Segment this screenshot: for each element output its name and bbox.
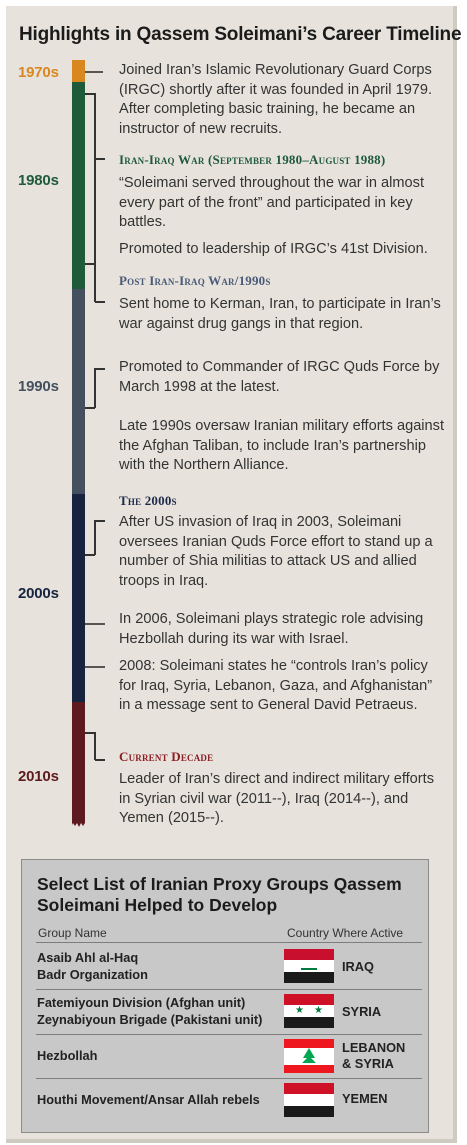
- group-name: Asaib Ahl al-Haq Badr Organization: [37, 949, 148, 983]
- bracket-iraq-war-bottom: [85, 263, 95, 265]
- group-name-line: Asaib Ahl al-Haq: [37, 950, 139, 965]
- syria-flag: ★ ★: [284, 994, 334, 1028]
- entry-iraq-2003: After US invasion of Iraq in 2003, Solei…: [119, 514, 433, 590]
- lebanon-flag: [284, 1039, 334, 1073]
- decade-label-1980s: 1980s: [18, 172, 59, 189]
- column-header-country: Country Where Active: [287, 926, 404, 940]
- country-label-line: LEBANON: [342, 1040, 406, 1055]
- heading-iran-iraq-war: Iran-Iraq War (September 1980–August 198…: [119, 152, 386, 167]
- row-divider: [36, 1034, 422, 1035]
- bracket-iraq-war-top: [85, 93, 95, 95]
- header-divider: [36, 942, 422, 943]
- decade-label-2010s: 2010s: [18, 768, 59, 785]
- bracket-current-pointer: [95, 759, 105, 761]
- country-label: YEMEN: [342, 1091, 388, 1106]
- bracket-current: [94, 732, 96, 760]
- entry-quds-commander: Promoted to Commander of IRGC Quds Force…: [119, 359, 440, 395]
- bracket-1990s-left: [85, 407, 95, 409]
- decade-label-2000s: 2000s: [18, 585, 59, 602]
- entry-current: Leader of Iran’s direct and indirect mil…: [119, 771, 434, 827]
- decade-label-1970s: 1970s: [18, 64, 59, 81]
- iraq-flag: [284, 949, 334, 983]
- bracket-iraq-war-pointer: [95, 158, 105, 160]
- heading-2000s: The 2000s: [119, 493, 177, 508]
- entry-afghan-taliban: Late 1990s oversaw Iranian military effo…: [119, 418, 445, 474]
- bar-torn-edge: [72, 820, 85, 827]
- entry-hezbollah-2006: In 2006, Soleimani plays strategic role …: [119, 611, 424, 647]
- proxy-groups-box: Select List of Iranian Proxy Groups Qass…: [21, 859, 429, 1133]
- group-name-line: Fatemiyoun Division (Afghan unit): [37, 995, 246, 1010]
- entry-war-service: “Soleimani served throughout the war in …: [119, 175, 425, 231]
- bracket-2003: [94, 520, 96, 555]
- bar-2000s: [72, 494, 85, 702]
- entry-1979-irgc: Joined Iran’s Islamic Revolutionary Guar…: [119, 62, 433, 138]
- bar-2010s: [72, 702, 85, 822]
- bracket-2003-left: [85, 554, 95, 556]
- row-divider: [36, 1078, 422, 1079]
- bracket-2003-top: [95, 520, 105, 522]
- group-name: Houthi Movement/Ansar Allah rebels: [37, 1092, 260, 1107]
- group-name: Fatemiyoun Division (Afghan unit) Zeynab…: [37, 994, 262, 1028]
- bracket-1990s: [94, 368, 96, 408]
- heading-current-decade: Current Decade: [119, 749, 214, 764]
- column-header-group: Group Name: [38, 926, 107, 940]
- decade-label-1990s: 1990s: [18, 378, 59, 395]
- country-label: LEBANON & SYRIA: [342, 1040, 405, 1072]
- proxy-box-title: Select List of Iranian Proxy Groups Qass…: [37, 874, 402, 915]
- bracket-post-war-pointer: [95, 301, 105, 303]
- bar-1990s: [72, 289, 85, 494]
- entry-2008-petraeus: 2008: Soleimani states he “controls Iran…: [119, 658, 433, 714]
- bracket-iraq-war: [94, 93, 96, 264]
- entry-41st-division: Promoted to leadership of IRGC’s 41st Di…: [119, 241, 428, 257]
- bar-1980s: [72, 82, 85, 289]
- page-title: Highlights in Qassem Soleimani’s Career …: [19, 24, 462, 45]
- connector-2006: [85, 623, 105, 625]
- country-label-line: & SYRIA: [342, 1056, 394, 1071]
- connector-1979: [85, 71, 103, 73]
- row-divider: [36, 989, 422, 990]
- entry-kerman: Sent home to Kerman, Iran, to participat…: [119, 296, 441, 332]
- country-label: IRAQ: [342, 959, 374, 974]
- bar-1970s: [72, 60, 85, 82]
- bracket-1990s-top: [95, 368, 105, 370]
- bracket-post-war: [94, 264, 96, 302]
- connector-2008: [85, 666, 105, 668]
- group-name-line: Zeynabiyoun Brigade (Pakistani unit): [37, 1012, 263, 1027]
- yemen-flag: [284, 1083, 334, 1117]
- heading-post-war: Post Iran-Iraq War/1990s: [119, 273, 271, 288]
- group-name-line: Badr Organization: [37, 967, 148, 982]
- group-name: Hezbollah: [37, 1048, 98, 1063]
- bracket-current-top: [85, 732, 95, 734]
- country-label: SYRIA: [342, 1004, 382, 1019]
